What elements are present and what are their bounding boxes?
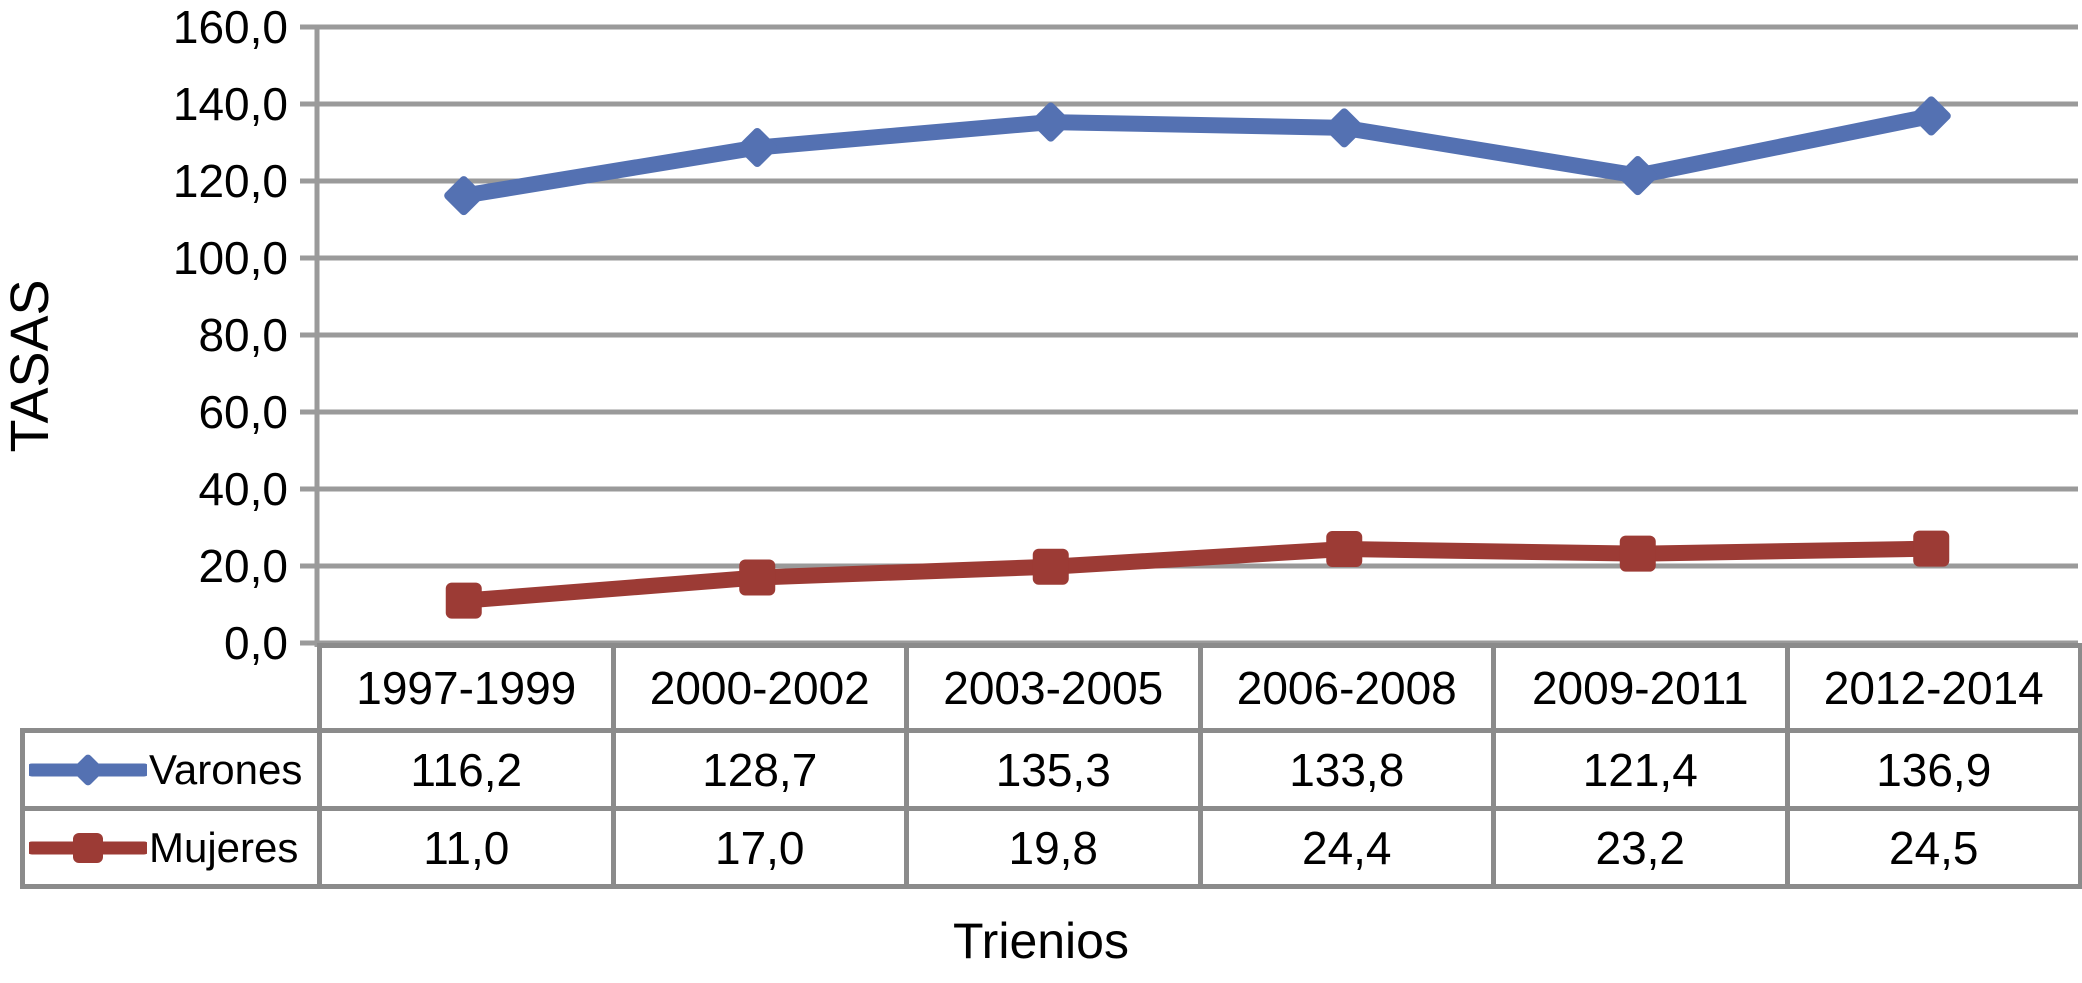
x-axis-title: Trienios xyxy=(953,913,1129,969)
value-cell: 24,5 xyxy=(1784,806,2082,889)
y-tick-label: 80,0 xyxy=(198,309,288,361)
value-cell: 11,0 xyxy=(317,806,616,889)
legend-marker xyxy=(72,754,104,785)
column-header: 1997-1999 xyxy=(317,643,616,733)
data-point-varones xyxy=(737,127,777,168)
data-point-varones xyxy=(444,176,484,216)
column-header: 2000-2002 xyxy=(610,643,909,733)
value-cell: 23,2 xyxy=(1491,806,1790,889)
data-point-mujeres xyxy=(1326,531,1363,568)
value-cell: 24,4 xyxy=(1197,806,1496,889)
value-cell: 128,7 xyxy=(610,728,909,811)
y-tick-label: 120,0 xyxy=(173,155,288,207)
legend-square-line-icon xyxy=(29,832,147,863)
legend-label: Varones xyxy=(149,745,303,793)
value-cell: 136,9 xyxy=(1784,728,2082,811)
value-cell: 135,3 xyxy=(904,728,1203,811)
legend-key: Varones xyxy=(28,745,315,795)
series-line-varones xyxy=(455,107,1940,204)
y-tick-label: 140,0 xyxy=(173,78,288,130)
column-header: 2012-2014 xyxy=(1784,643,2082,733)
value-cell: 116,2 xyxy=(317,728,616,811)
legend-cell-mujeres: Mujeres xyxy=(20,806,322,889)
data-point-mujeres xyxy=(1619,535,1656,572)
legend-diamond-line-icon xyxy=(29,754,147,785)
value-cell: 17,0 xyxy=(610,806,909,889)
data-point-mujeres xyxy=(1913,530,1950,567)
y-tick-label: 0,0 xyxy=(224,617,288,669)
y-tick-label: 20,0 xyxy=(198,540,288,592)
data-point-varones xyxy=(1618,156,1658,196)
table-header-row: 1997-1999 2000-2002 2003-2005 2006-2008 2009… xyxy=(23,643,2082,733)
data-point-mujeres xyxy=(445,582,482,619)
series-line-mujeres xyxy=(455,540,1940,609)
legend-key: Mujeres xyxy=(28,823,315,873)
column-header: 2006-2008 xyxy=(1197,643,1496,733)
y-tick-label: 160,0 xyxy=(173,1,288,53)
table-row-varones: Varones 116,2 128,7 135,3 133,8 121,4 136,9 xyxy=(20,728,2082,811)
value-cell: 121,4 xyxy=(1491,728,1790,811)
y-tick-label: 60,0 xyxy=(198,386,288,438)
value-cell: 19,8 xyxy=(904,806,1203,889)
table-corner-empty xyxy=(23,646,320,731)
value-cell: 133,8 xyxy=(1197,728,1496,811)
data-point-mujeres xyxy=(1032,548,1069,585)
column-header: 2009-2011 xyxy=(1491,643,1790,733)
legend-marker xyxy=(73,832,103,863)
data-point-mujeres xyxy=(739,559,776,596)
data-point-varones xyxy=(1911,96,1951,136)
column-header: 2003-2005 xyxy=(904,643,1203,733)
data-point-varones xyxy=(1031,102,1071,142)
y-axis-title: TASAS xyxy=(0,279,60,453)
data-point-varones xyxy=(1324,108,1364,148)
y-tick-label: 40,0 xyxy=(198,463,288,515)
table-row-mujeres: Mujeres 11,0 17,0 19,8 24,4 23,2 24,5 xyxy=(20,806,2082,889)
legend-cell-varones: Varones xyxy=(20,728,322,811)
data-table: 1997-1999 2000-2002 2003-2005 2006-2008 2009… xyxy=(20,643,2082,889)
y-tick-label: 100,0 xyxy=(173,232,288,284)
legend-label: Mujeres xyxy=(149,823,299,871)
